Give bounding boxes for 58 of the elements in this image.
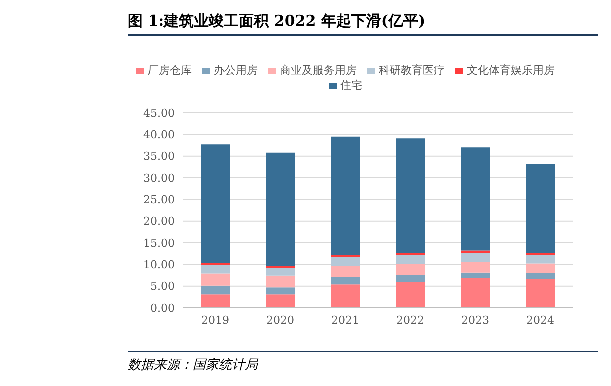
x-tick-label: 2020 bbox=[266, 314, 294, 327]
source-note: 数据来源：国家统计局 bbox=[128, 357, 260, 374]
bar bbox=[266, 268, 296, 276]
legend-label: 厂房仓库 bbox=[148, 64, 192, 77]
bar bbox=[331, 257, 360, 266]
bar bbox=[331, 284, 360, 308]
bar bbox=[201, 274, 230, 286]
x-tick-label: 2019 bbox=[202, 314, 230, 327]
chart-title: 图 1:建筑业竣工面积 2022 年起下滑(亿平) bbox=[128, 12, 598, 36]
bar bbox=[461, 148, 490, 251]
bar bbox=[266, 294, 296, 308]
bar bbox=[461, 278, 490, 308]
bar bbox=[396, 255, 426, 264]
y-tick-label: 25.00 bbox=[144, 194, 175, 207]
bar bbox=[461, 252, 490, 262]
bar bbox=[396, 264, 426, 276]
legend-label: 办公用房 bbox=[214, 64, 258, 77]
bar bbox=[201, 286, 230, 295]
bar bbox=[526, 273, 556, 279]
bar bbox=[331, 277, 360, 285]
x-tick-label: 2022 bbox=[396, 314, 424, 327]
legend-label: 文化体育娱乐用房 bbox=[467, 64, 555, 77]
legend-label: 科研教育医疗 bbox=[379, 64, 445, 77]
bar bbox=[201, 144, 230, 264]
bar bbox=[266, 266, 296, 268]
bar bbox=[331, 136, 360, 256]
y-tick-label: 10.00 bbox=[144, 258, 175, 272]
bar bbox=[526, 255, 556, 264]
x-tick-label: 2024 bbox=[526, 314, 554, 327]
bar bbox=[396, 138, 426, 253]
y-tick-label: 40.00 bbox=[144, 128, 175, 142]
bar bbox=[266, 152, 296, 266]
bar bbox=[461, 262, 490, 273]
bar bbox=[266, 288, 296, 295]
legend-label: 商业及服务用房 bbox=[280, 64, 357, 77]
bar bbox=[396, 252, 426, 256]
bar bbox=[526, 278, 556, 308]
bar bbox=[331, 266, 360, 278]
bar bbox=[266, 276, 296, 288]
y-tick-label: 35.00 bbox=[144, 150, 175, 164]
bar bbox=[461, 272, 490, 279]
y-tick-label: 15.00 bbox=[144, 236, 175, 250]
x-tick-label: 2021 bbox=[332, 314, 360, 327]
bar bbox=[201, 294, 230, 308]
bar bbox=[396, 276, 426, 282]
bar bbox=[526, 264, 556, 274]
bar bbox=[201, 266, 230, 274]
bar bbox=[201, 263, 230, 266]
x-tick-label: 2023 bbox=[462, 314, 490, 327]
bar bbox=[526, 252, 556, 256]
legend-label: 住宅 bbox=[340, 79, 362, 92]
y-tick-label: 0.00 bbox=[150, 302, 175, 315]
y-tick-label: 5.00 bbox=[150, 280, 175, 294]
y-tick-label: 45.00 bbox=[144, 106, 175, 120]
y-tick-label: 20.00 bbox=[144, 215, 175, 228]
y-tick-label: 30.00 bbox=[144, 172, 175, 185]
bar bbox=[396, 282, 426, 308]
bar bbox=[526, 164, 556, 253]
